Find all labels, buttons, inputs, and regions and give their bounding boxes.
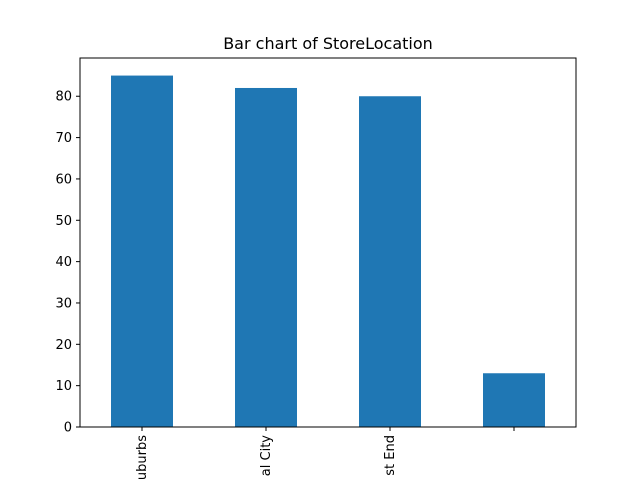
y-tick-label: 0	[64, 421, 72, 436]
y-tick-label: 40	[55, 255, 72, 270]
chart-title: Bar chart of StoreLocation	[223, 34, 433, 53]
plot-frame	[79, 57, 577, 428]
y-tick-label: 50	[55, 214, 72, 229]
y-tick-label: 70	[55, 131, 72, 146]
bars-group	[111, 75, 545, 428]
y-tick-label: 60	[55, 172, 72, 187]
y-tick-label: 20	[55, 338, 72, 353]
y-tick-label: 30	[55, 296, 72, 311]
bar	[111, 75, 173, 428]
y-tick-label: 80	[55, 90, 72, 105]
x-axis: uburbs al City st End	[135, 427, 515, 480]
y-axis: 0 10 20 30 40 50 60 70 80	[55, 90, 80, 436]
bar	[483, 373, 545, 427]
y-tick-label: 10	[55, 379, 72, 394]
x-tick-label: st End	[383, 435, 398, 476]
bar	[359, 96, 421, 427]
x-tick-label: al City	[259, 435, 274, 476]
bar	[235, 87, 297, 427]
x-tick-label: uburbs	[135, 435, 150, 480]
